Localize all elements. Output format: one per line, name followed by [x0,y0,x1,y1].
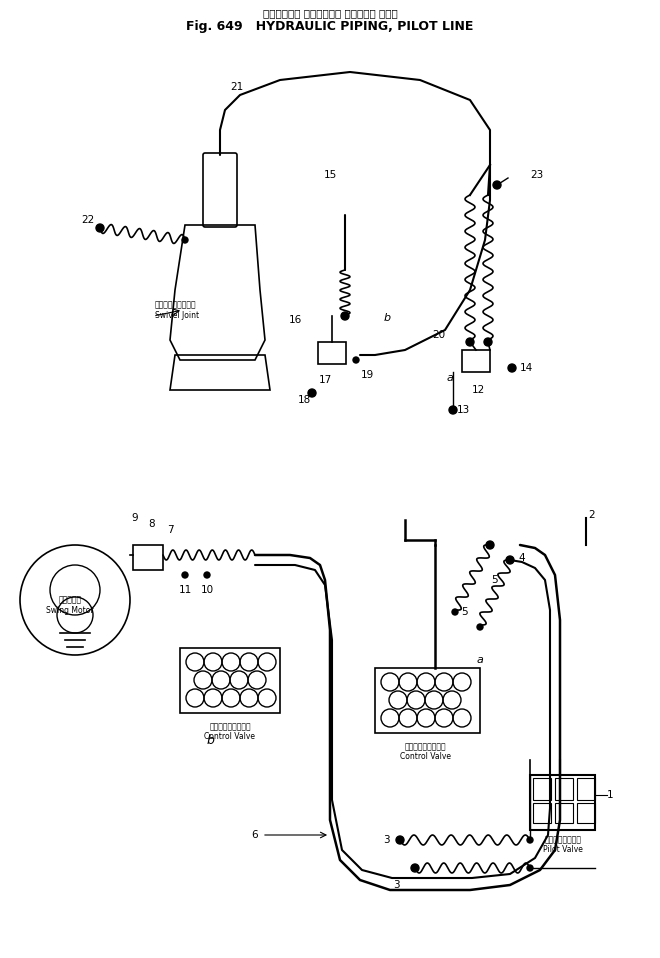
Circle shape [493,181,501,189]
Circle shape [411,864,419,872]
Circle shape [486,541,494,549]
Circle shape [506,556,514,564]
Text: 16: 16 [289,315,302,325]
Text: 3: 3 [393,880,400,890]
Text: 23: 23 [530,170,543,180]
Circle shape [527,865,533,871]
Text: 11: 11 [178,585,191,595]
Circle shape [182,572,188,578]
Text: 旋回モータ
Swing Motor: 旋回モータ Swing Motor [46,595,94,615]
Bar [318,342,346,364]
Bar [577,803,595,823]
Bar [375,668,480,733]
Bar [180,648,280,713]
Text: Fig. 649   HYDRAULIC PIPING, PILOT LINE: Fig. 649 HYDRAULIC PIPING, PILOT LINE [186,20,474,33]
Circle shape [449,406,457,414]
Text: 10: 10 [201,585,214,595]
Text: 9: 9 [132,513,139,523]
Text: 18: 18 [298,395,311,405]
Bar [555,778,573,800]
Text: 3: 3 [383,835,390,845]
Text: 19: 19 [360,370,374,380]
Text: 5: 5 [492,575,498,585]
Circle shape [396,836,404,844]
Bar [133,545,163,570]
Text: 21: 21 [230,82,244,92]
Text: 14: 14 [520,363,533,373]
Circle shape [466,338,474,346]
Text: コントロールバルブ
Control Valve: コントロールバルブ Control Valve [205,722,255,741]
Text: 8: 8 [148,519,155,529]
Text: 17: 17 [318,375,331,385]
Text: 22: 22 [81,215,94,225]
Text: b: b [206,734,214,746]
Bar [530,775,595,830]
Circle shape [527,837,533,843]
Text: 12: 12 [471,385,484,395]
Text: a: a [477,655,483,665]
Circle shape [182,237,188,243]
Circle shape [308,389,316,397]
Bar [533,803,551,823]
Bar [555,803,573,823]
Circle shape [452,609,458,615]
Text: 7: 7 [167,525,174,535]
Bar [577,778,595,800]
Circle shape [96,224,104,232]
Circle shape [508,364,516,372]
Text: b: b [383,313,391,323]
Text: 13: 13 [456,405,470,415]
Text: 4: 4 [519,553,525,563]
Bar [462,350,490,372]
Text: 20: 20 [432,330,445,340]
Text: パイロットバルブ
Pilot Valve: パイロットバルブ Pilot Valve [543,835,583,855]
Circle shape [484,338,492,346]
Circle shape [477,624,483,630]
Text: a: a [447,373,453,383]
Circle shape [341,312,349,320]
Text: 6: 6 [251,830,258,840]
Text: コントロールバルブ
Control Valve: コントロールバルブ Control Valve [399,742,451,762]
Text: 15: 15 [323,170,337,180]
Text: 5: 5 [461,607,468,617]
Circle shape [353,357,359,363]
Text: ハイドロック パイピング、 パイロット ライン: ハイドロック パイピング、 パイロット ライン [263,8,397,18]
Text: スイベルジョイント
Swivel Joint: スイベルジョイント Swivel Joint [155,300,199,320]
Bar [533,778,551,800]
Circle shape [204,572,210,578]
Text: 1: 1 [607,790,614,800]
Text: 2: 2 [588,510,595,520]
